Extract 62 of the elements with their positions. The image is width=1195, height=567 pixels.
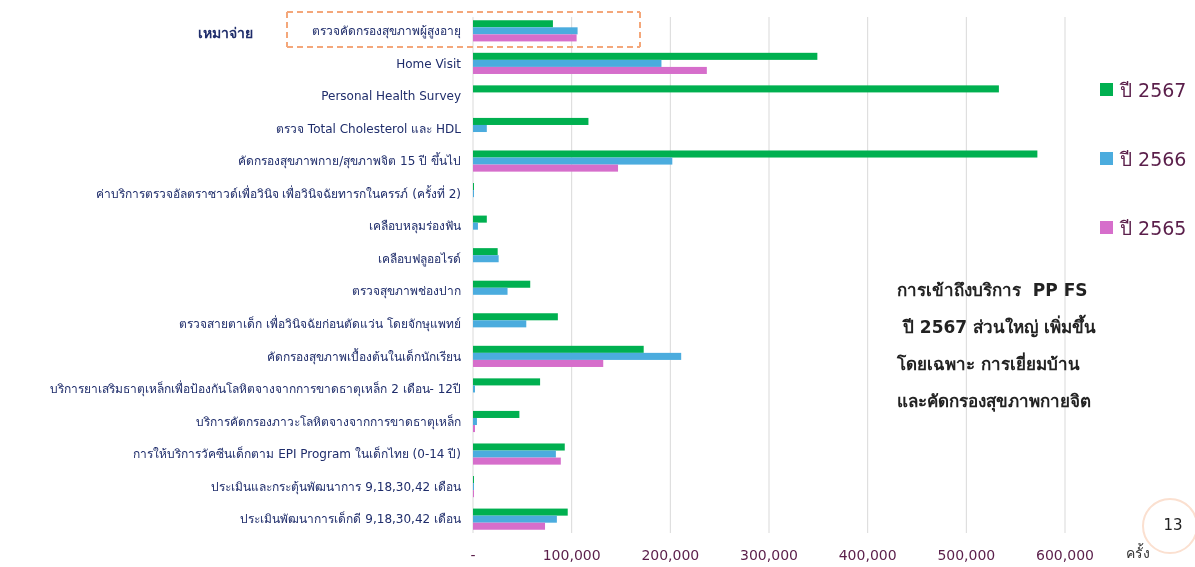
- y-tick-label: ประเมินพัฒนาการเด็กดี 9,18,30,42 เดือน: [240, 511, 461, 527]
- text: 13: [1163, 516, 1183, 535]
- y-tick-label: เคลือบหลุมร่องฟัน: [369, 219, 461, 235]
- text: เหมาจ่าย: [197, 24, 253, 41]
- bar: [473, 443, 565, 451]
- y-tick-label: Home Visit: [396, 56, 462, 71]
- y-tick-label: การให้บริการวัคซีนเด็กตาม EPI Program ในเด็กไทย (0-14 ปี): [133, 446, 461, 462]
- y-tick-label: ตรวจสุขภาพช่องปาก: [352, 284, 461, 300]
- bar: [473, 164, 619, 172]
- y-tick-label: ประเมินและกระตุ้นพัฒนาการ 9,18,30,42 เดือน: [211, 479, 461, 495]
- annotation: การเข้าถึงบริการ PP FS ปี 2567 ส่วนใหญ่ เพิ่มขึ้น โดยเฉพาะ การเยี่ยมบ้าน และคัดกรองสุขภาพกายจิต: [896, 279, 1096, 412]
- y-tick-label: ตรวจสายตาเด็ก เพื่อวินิจฉัยก่อนตัดแว่น โดยจักษุแพทย์: [179, 315, 461, 333]
- x-tick-label: -: [470, 547, 476, 563]
- bar: [473, 320, 527, 328]
- bar: [473, 255, 499, 263]
- x-tick-label: 200,000: [641, 547, 700, 563]
- bar: [473, 117, 589, 125]
- bar: [473, 457, 561, 465]
- legend-label: ปี 2566: [1119, 147, 1187, 170]
- bar: [473, 352, 682, 360]
- bar: [473, 66, 707, 74]
- bar: [473, 27, 578, 35]
- bar: [473, 359, 604, 367]
- x-axis-title: ครั้ง: [1126, 543, 1150, 561]
- bar: [473, 410, 520, 418]
- y-tick-label: คัดกรองสุขภาพเบื้องต้นในเด็กนักเรียน: [267, 347, 461, 365]
- x-tick-label: 300,000: [740, 547, 798, 563]
- y-tick-label: ค่าบริการตรวจอัลตราซาวด์เพื่อวินิจ เพื่อวินิจฉัยทารกในครรภ์ (ครั้งที่ 2): [95, 184, 461, 201]
- bar: [473, 515, 557, 523]
- bar: [473, 34, 577, 42]
- y-tick-label: คัดกรองสุขภาพกาย/สุขภาพจิต 15 ปี ขึ้นไป: [238, 152, 461, 170]
- bar: [473, 280, 531, 288]
- y-tick-label: บริการคัดกรองภาวะโลหิตจางจากการขาดธาตุเหล็ก: [196, 413, 461, 430]
- bar: [473, 222, 478, 230]
- x-tick-label: 100,000: [542, 547, 601, 563]
- x-tick-label: 400,000: [838, 547, 897, 563]
- bar: [473, 313, 558, 321]
- bar: [473, 378, 541, 386]
- x-tick-label: 600,000: [1036, 547, 1094, 563]
- bar: [473, 52, 818, 60]
- legend-label: ปี 2567: [1119, 78, 1187, 101]
- bar: [473, 417, 477, 426]
- bar: [473, 59, 662, 67]
- bar: [473, 157, 673, 165]
- y-tick-label: Personal Health Survey: [321, 89, 461, 104]
- y-tick-label: ตรวจ Total Cholesterol และ HDL: [276, 121, 462, 136]
- bar: [473, 287, 508, 295]
- y-tick-label: เคลือบฟลูออไรด์: [378, 251, 461, 267]
- x-tick-label: 500,000: [937, 547, 996, 563]
- y-tick-label: ตรวจคัดกรองสุขภาพผู้สูงอายุ: [312, 24, 461, 40]
- bar: [473, 345, 644, 353]
- bar: [473, 85, 999, 93]
- y-tick-label: บริการยาเสริมธาตุเหล็กเพื่อป้องกันโลหิตจางจากการขาดธาตุเหล็ก 2 เดือน- 12ปี: [50, 380, 461, 398]
- bar: [473, 124, 487, 133]
- bar: [473, 450, 556, 458]
- bar: [473, 248, 498, 256]
- bar: [473, 215, 487, 223]
- bar: [473, 508, 568, 516]
- bar: [473, 150, 1038, 158]
- bar: [473, 20, 553, 28]
- legend-label: ปี 2565: [1119, 216, 1187, 239]
- bar: [473, 522, 546, 530]
